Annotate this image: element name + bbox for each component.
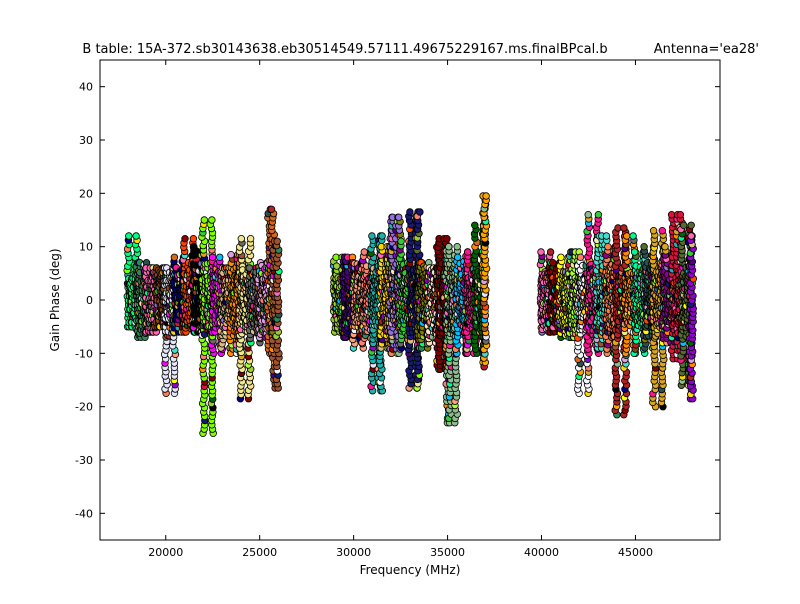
data-point xyxy=(267,205,276,213)
data-point xyxy=(227,250,235,259)
data-point xyxy=(200,216,208,224)
data-points xyxy=(123,192,697,437)
data-point xyxy=(454,253,462,261)
data-point xyxy=(273,237,281,245)
data-point xyxy=(482,192,490,200)
data-point xyxy=(189,234,198,243)
data-point xyxy=(406,208,414,216)
data-point xyxy=(546,248,555,256)
data-point xyxy=(445,242,453,251)
data-point xyxy=(132,232,140,240)
data-point xyxy=(237,234,245,243)
data-point xyxy=(246,234,255,243)
data-point xyxy=(416,208,424,216)
data-point xyxy=(378,232,386,240)
chart-title: B table: 15A-372.sb30143638.eb30514549.5… xyxy=(82,42,607,57)
data-point xyxy=(397,237,405,245)
data-point xyxy=(360,248,368,256)
data-point xyxy=(208,216,216,224)
data-point xyxy=(368,232,376,240)
data-point xyxy=(170,253,179,261)
data-point xyxy=(453,242,461,251)
data-point xyxy=(215,253,224,261)
data-point xyxy=(537,248,545,256)
data-point xyxy=(443,234,451,243)
data-point xyxy=(549,259,557,267)
data-point xyxy=(464,248,472,256)
data-point xyxy=(557,253,565,261)
data-point xyxy=(181,234,189,243)
data-point xyxy=(190,242,198,251)
data-point xyxy=(125,232,133,240)
data-point xyxy=(208,253,217,261)
data-point xyxy=(395,213,403,221)
chart-subtitle: Antenna='ea28' xyxy=(654,42,759,57)
data-point xyxy=(471,221,479,229)
